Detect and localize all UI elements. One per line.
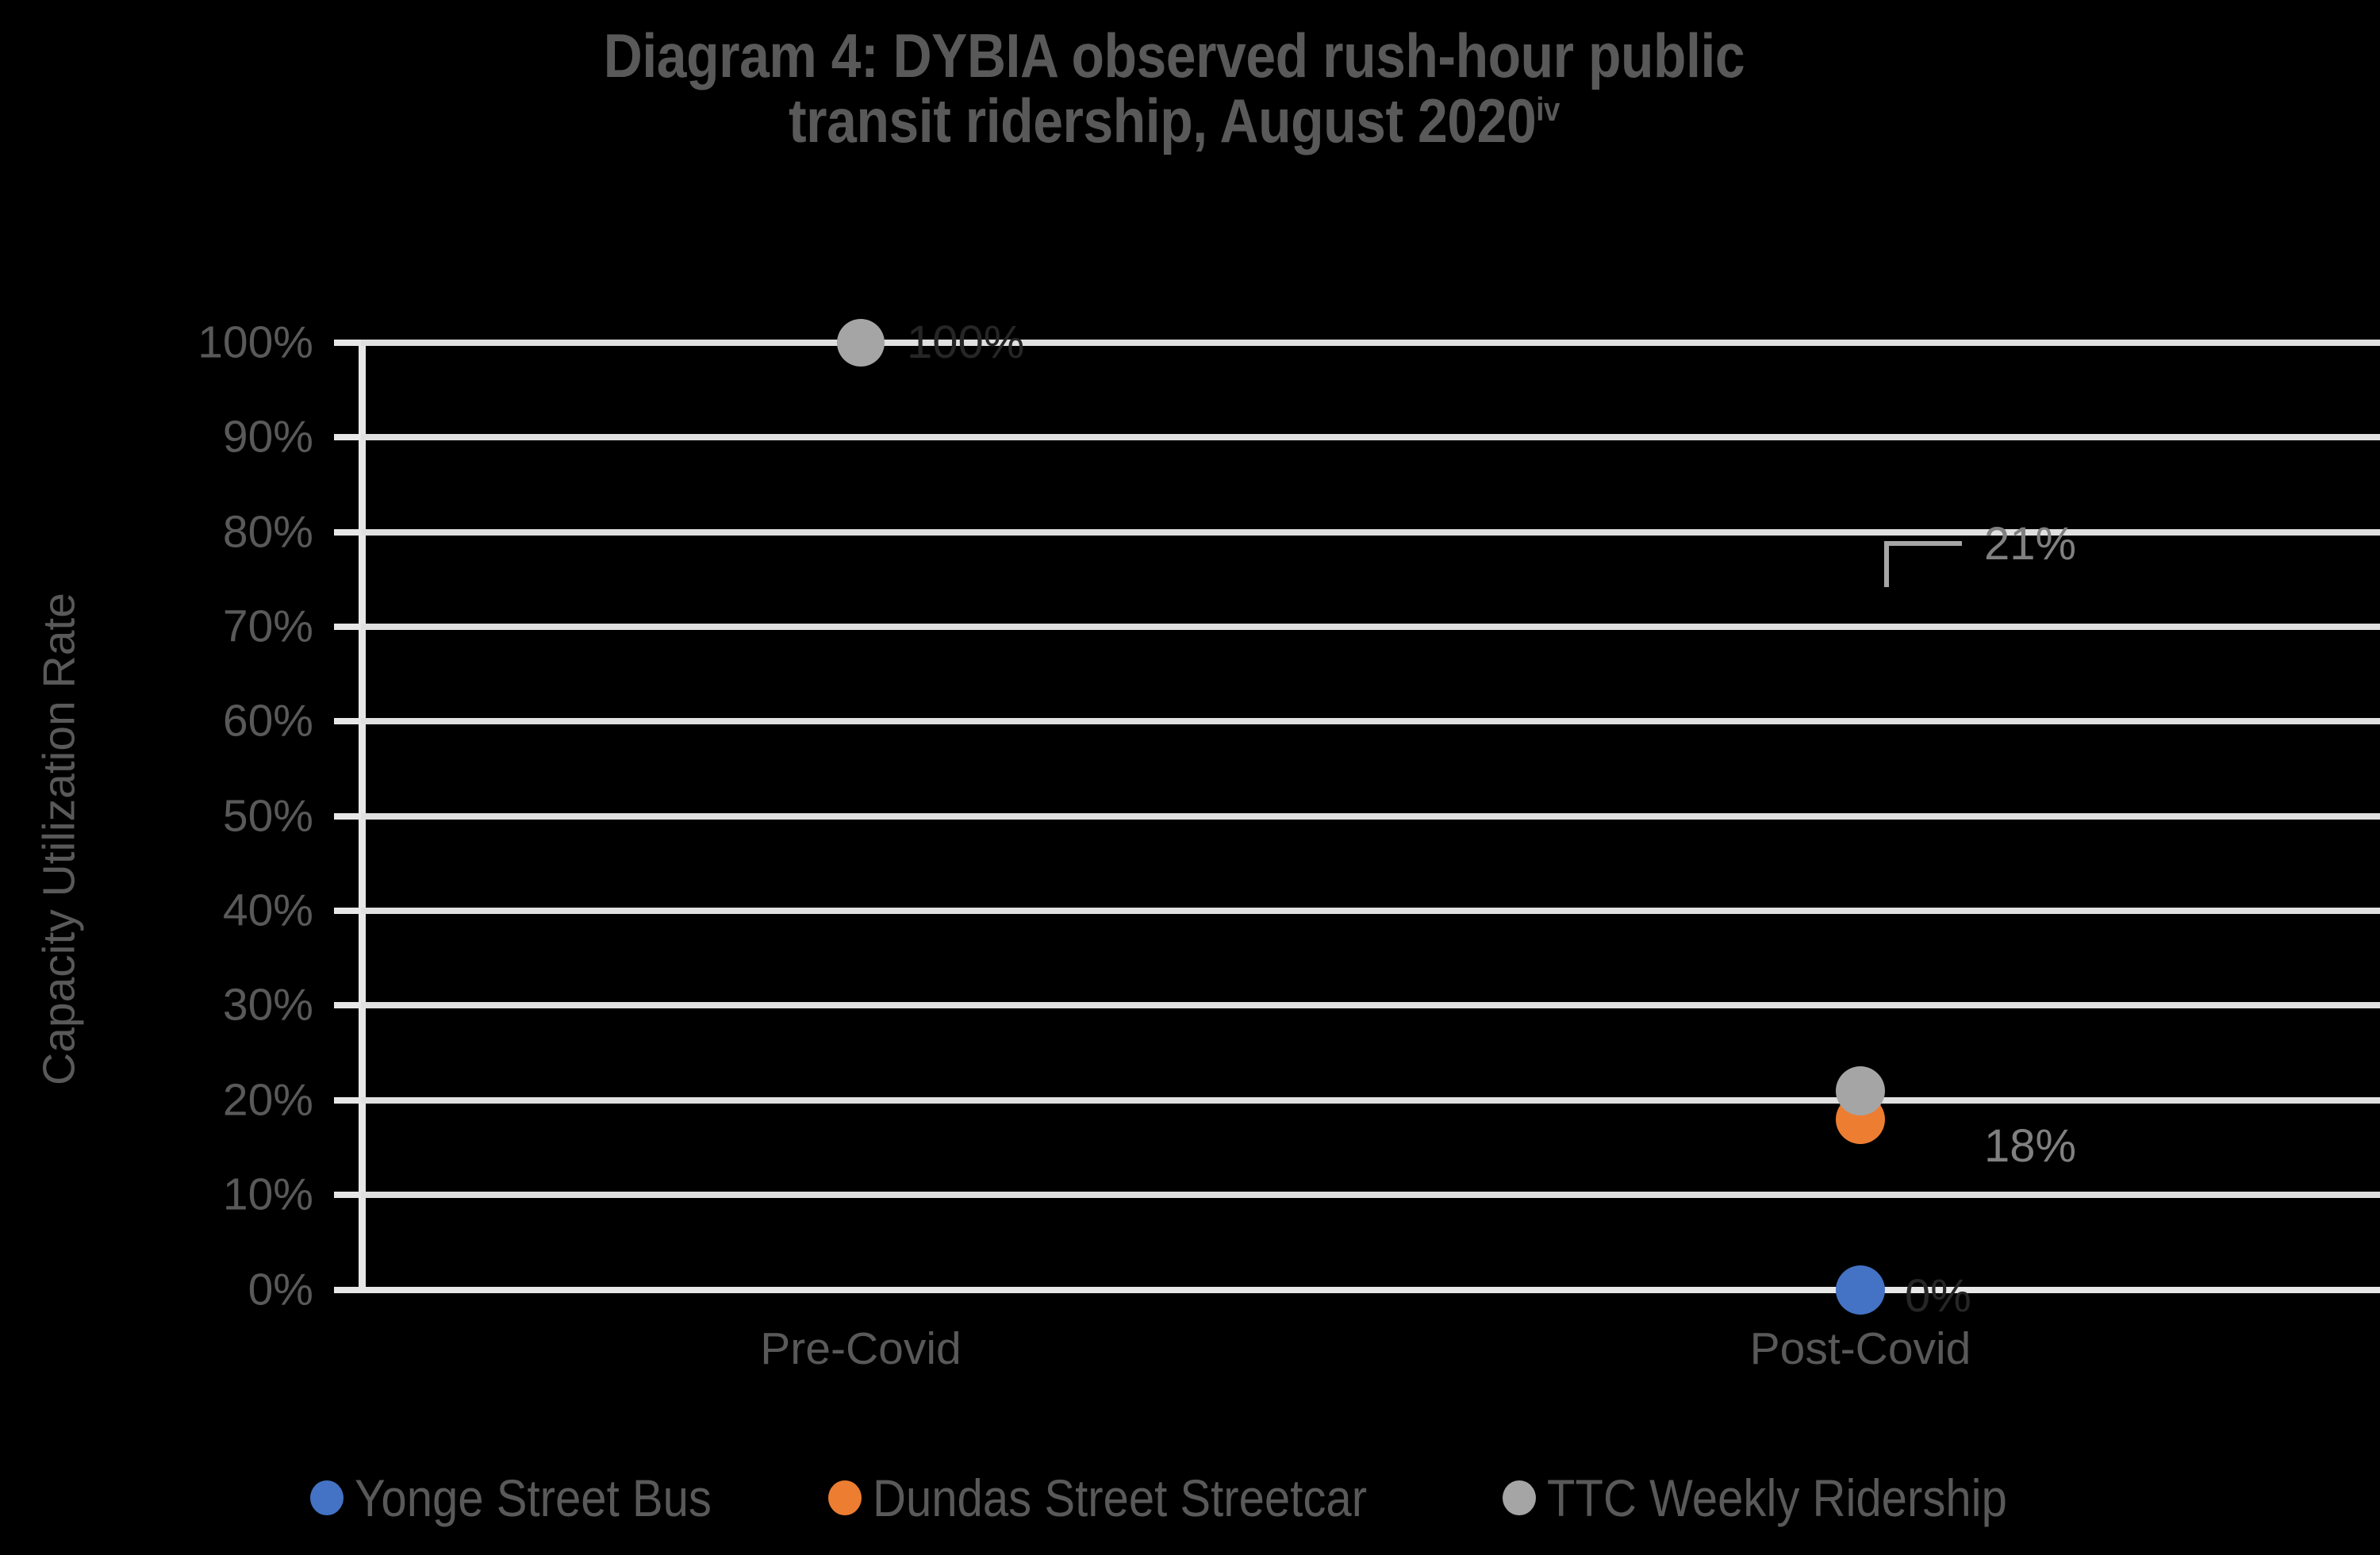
data-label-ttc-post-covid: 21% bbox=[1984, 518, 2077, 570]
gridline-60 bbox=[361, 718, 2380, 724]
chart-title: Diagram 4: DYBIA observed rush-hour publ… bbox=[152, 21, 2195, 156]
y-axis-tick-70 bbox=[334, 624, 360, 630]
legend-item-yonge-street-bus[interactable]: Yonge Street Bus bbox=[309, 1469, 760, 1527]
y-tick-label-90: 90% bbox=[222, 411, 313, 463]
leader-line-horizontal-21 bbox=[1884, 541, 1962, 546]
y-axis-tick-20 bbox=[334, 1097, 360, 1104]
legend-item-dundas-street-streetcar[interactable]: Dundas Street Streetcar bbox=[828, 1472, 1434, 1524]
chart-title-line-2-text: transit ridership, August 2020 bbox=[789, 85, 1537, 156]
y-tick-label-0: 0% bbox=[248, 1264, 313, 1315]
data-label-yonge-post-covid: 0% bbox=[1905, 1270, 1971, 1322]
legend-swatch-circle-icon-ttc bbox=[1503, 1480, 1537, 1515]
gridline-20 bbox=[361, 1097, 2380, 1104]
legend-label-yonge: Yonge Street Bus bbox=[354, 1469, 712, 1527]
chart-legend: Yonge Street Bus Dundas Street Streetcar… bbox=[0, 1472, 2380, 1524]
gridline-0 bbox=[361, 1287, 2380, 1293]
legend-swatch-circle-icon-dundas bbox=[828, 1480, 862, 1515]
legend-item-ttc-weekly-ridership[interactable]: TTC Weekly Ridership bbox=[1503, 1472, 2070, 1524]
gridline-30 bbox=[361, 1002, 2380, 1008]
gridline-90 bbox=[361, 434, 2380, 440]
data-label-dundas-post-covid: 18% bbox=[1984, 1120, 2077, 1172]
y-axis-tick-30 bbox=[334, 1002, 360, 1008]
y-axis-tick-60 bbox=[334, 718, 360, 724]
data-point-yonge-post-covid[interactable] bbox=[1836, 1265, 1885, 1315]
legend-label-ttc: TTC Weekly Ridership bbox=[1547, 1469, 2008, 1527]
y-axis-tick-90 bbox=[334, 434, 360, 440]
y-axis-tick-100 bbox=[334, 340, 360, 346]
gridline-80 bbox=[361, 529, 2380, 536]
y-tick-label-60: 60% bbox=[222, 695, 313, 747]
legend-swatch-circle-icon-yonge bbox=[309, 1480, 344, 1515]
chart-title-line-2: transit ridership, August 2020iv bbox=[152, 85, 2195, 156]
x-axis-label-post-covid: Post-Covid bbox=[1749, 1323, 1971, 1374]
leader-line-vertical-21 bbox=[1884, 541, 1889, 587]
data-point-ttc-post-covid[interactable] bbox=[1836, 1066, 1885, 1115]
y-tick-label-40: 40% bbox=[222, 885, 313, 936]
gridline-40 bbox=[361, 908, 2380, 914]
y-tick-label-100: 100% bbox=[198, 317, 313, 368]
y-axis-tick-0 bbox=[334, 1287, 360, 1293]
y-axis-tick-10 bbox=[334, 1192, 360, 1198]
y-tick-label-80: 80% bbox=[222, 506, 313, 558]
gridline-10 bbox=[361, 1192, 2380, 1198]
y-tick-label-20: 20% bbox=[222, 1074, 313, 1126]
y-axis-tick-40 bbox=[334, 908, 360, 914]
data-point-ttc-pre-covid[interactable] bbox=[837, 319, 885, 367]
y-tick-label-70: 70% bbox=[222, 601, 313, 652]
chart-title-line-1: Diagram 4: DYBIA observed rush-hour publ… bbox=[603, 21, 1745, 90]
y-axis-tick-80 bbox=[334, 529, 360, 536]
y-tick-label-30: 30% bbox=[222, 979, 313, 1031]
gridline-100 bbox=[361, 340, 2380, 346]
y-tick-label-50: 50% bbox=[222, 790, 313, 842]
x-axis-label-pre-covid: Pre-Covid bbox=[760, 1323, 962, 1374]
y-axis-tick-50 bbox=[334, 813, 360, 820]
gridline-50 bbox=[361, 813, 2380, 820]
y-axis-title: Capacity Utilization Rate bbox=[33, 593, 85, 1085]
legend-label-dundas: Dundas Street Streetcar bbox=[873, 1469, 1368, 1527]
data-label-ttc-pre-covid: 100% bbox=[907, 317, 1025, 368]
plot-area: 100% 18% 21% 0% bbox=[361, 319, 2380, 1319]
y-tick-label-10: 10% bbox=[222, 1169, 313, 1220]
gridline-70 bbox=[361, 624, 2380, 630]
chart-title-superscript: iv bbox=[1536, 90, 1560, 128]
